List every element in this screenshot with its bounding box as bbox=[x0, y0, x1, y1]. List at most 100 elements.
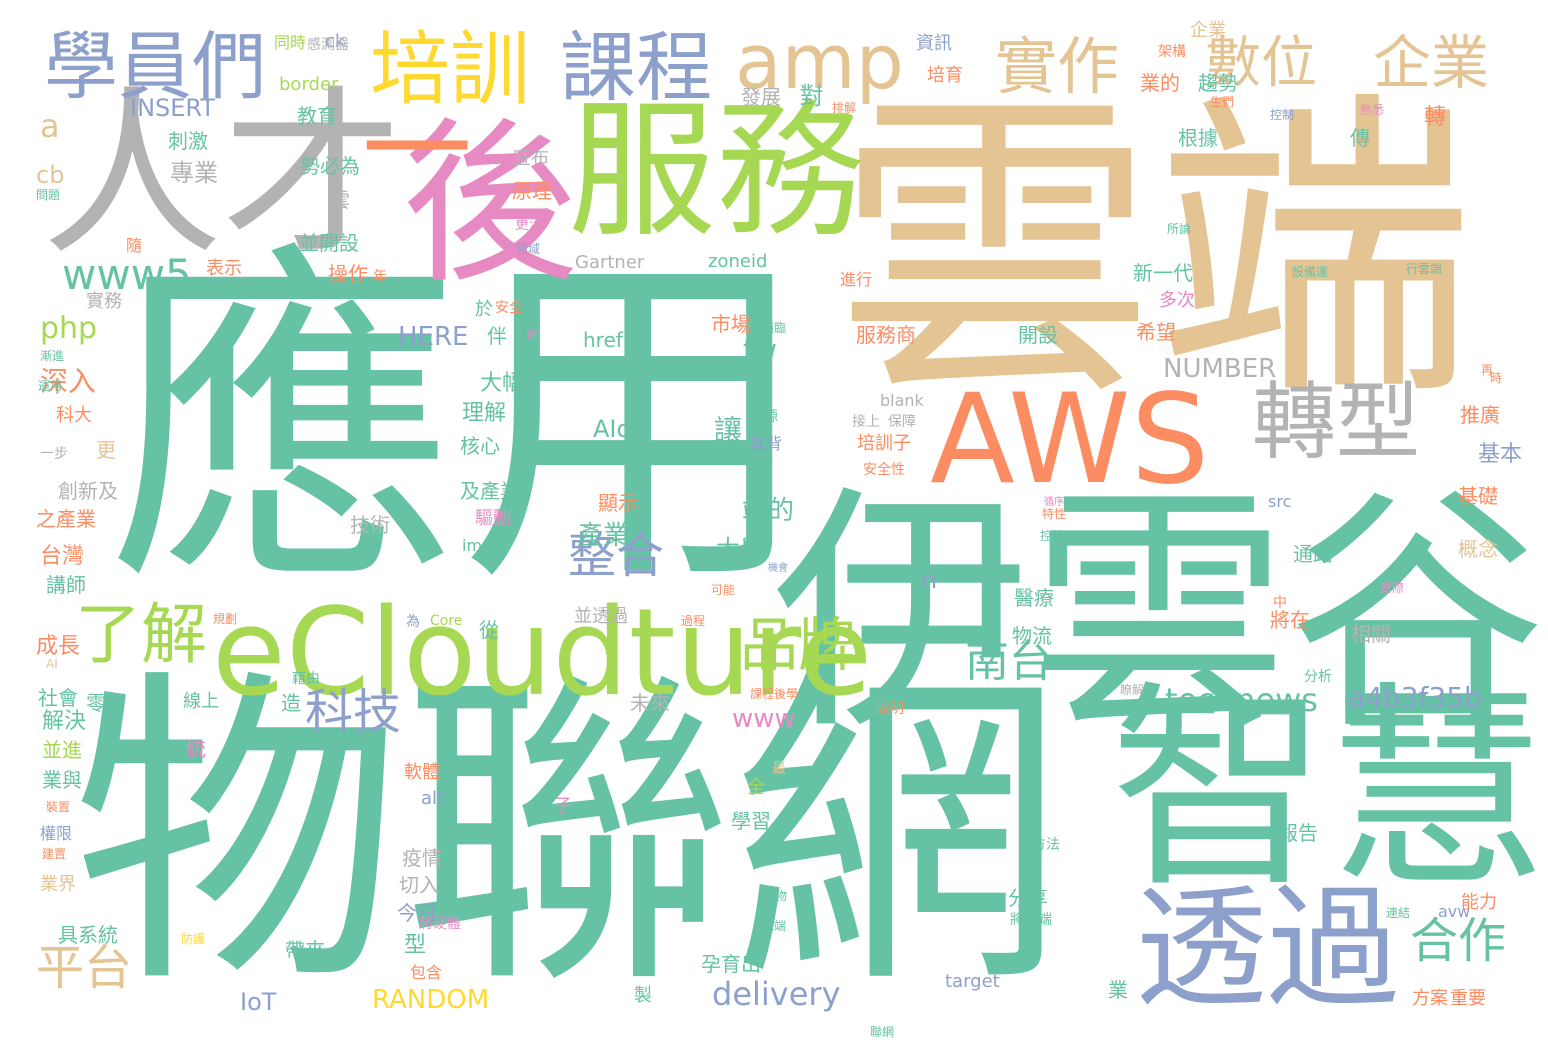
word-rencai: 人才 bbox=[42, 71, 403, 280]
word-shuoming: 說明 bbox=[876, 701, 904, 717]
word-rang: 讓 bbox=[710, 415, 743, 443]
word-keda: 科大 bbox=[56, 405, 92, 426]
word-src: src bbox=[1268, 492, 1292, 511]
word-jieshang: 接上 bbox=[852, 414, 880, 430]
word-shiji: 實際 bbox=[1380, 581, 1405, 595]
word-shehui: 社會 bbox=[38, 686, 78, 710]
word-shibiwei: 勢必為 bbox=[300, 154, 360, 178]
word-shengmen: 生們 bbox=[1210, 95, 1235, 109]
word-amp: amp bbox=[735, 17, 904, 106]
word-gengshen: 更深 bbox=[515, 217, 543, 233]
word-php: php bbox=[40, 311, 98, 346]
word-guihua: 規劃 bbox=[213, 612, 238, 626]
word-jichu: 基礎 bbox=[1458, 484, 1498, 508]
word-zhi: 製 bbox=[634, 985, 652, 1006]
word-yibu: 一步 bbox=[40, 446, 68, 462]
word-yunyuchu: 孕育出 bbox=[701, 952, 761, 976]
word-quanxian: 權限 bbox=[40, 824, 73, 843]
word-duoci: 多次 bbox=[1159, 290, 1195, 311]
word-tong: 統 bbox=[186, 737, 206, 761]
word-shizuo: 實作 bbox=[995, 30, 1120, 103]
word-zui: 最 bbox=[772, 761, 786, 777]
word-fangan: 方案 bbox=[1412, 988, 1448, 1009]
word-jihui: 機會 bbox=[768, 563, 788, 574]
word-juxitong: 具系統 bbox=[58, 923, 118, 947]
word-jianjin: 漸進 bbox=[40, 349, 65, 363]
word-zi: 子 bbox=[554, 796, 572, 817]
word-jinxing: 進行 bbox=[840, 270, 873, 289]
word-delivery: delivery bbox=[712, 975, 841, 1013]
word-fazhan: 發展 bbox=[741, 85, 781, 109]
word-yunduan: 雲端 bbox=[835, 66, 1475, 438]
word-yejie: 業界 bbox=[40, 874, 76, 895]
word-lianjie: 連結 bbox=[1386, 906, 1411, 920]
word-n: n bbox=[922, 566, 938, 594]
word-xuanbu: 宣布 bbox=[513, 148, 549, 169]
word-tongshi: 同時 bbox=[274, 33, 307, 52]
word-fuwu: 服務 bbox=[568, 85, 864, 257]
word-dafu: 大幅 bbox=[480, 371, 525, 396]
word-href: href bbox=[583, 328, 623, 352]
word-kongguan: 控管 bbox=[1040, 529, 1065, 543]
word-jiangyingti: 將硬體 bbox=[419, 916, 461, 932]
word-tonglu: 通路 bbox=[1293, 542, 1333, 566]
word-qibei: 其背 bbox=[750, 434, 783, 453]
word-tougou: 透過 bbox=[1135, 872, 1399, 1026]
word-ganceqi: 感測器 bbox=[307, 37, 349, 53]
word-baohan: 包含 bbox=[410, 963, 443, 982]
word-xing: 型 bbox=[404, 933, 427, 958]
word-quan: 全 bbox=[747, 777, 765, 798]
word-zoneid: zoneid bbox=[708, 251, 768, 272]
word-kechenghouxue: 課程後學 bbox=[750, 687, 799, 701]
word-yuanli: 原理 bbox=[512, 179, 552, 203]
word-keneng: 可能 bbox=[711, 583, 736, 597]
word-wuliu: 物流 bbox=[1012, 624, 1052, 648]
word-jiejue: 解決 bbox=[42, 709, 87, 734]
word-zao: 造 bbox=[281, 691, 301, 715]
word-yi: 一 bbox=[362, 86, 472, 214]
word-chanye: 產業 bbox=[577, 521, 630, 551]
word-hou: 後 bbox=[402, 102, 579, 307]
word-jiangzai: 將在 bbox=[1270, 608, 1310, 632]
word-jinri: 今日 bbox=[397, 901, 437, 925]
word-yeyu: 業與 bbox=[42, 768, 82, 792]
word-texing: 特性 bbox=[1042, 507, 1067, 521]
word-paijie: 排解 bbox=[832, 101, 857, 115]
word-target: target bbox=[945, 971, 1000, 992]
word-zhihui: 智慧 bbox=[1110, 664, 1546, 917]
word-qushi: 趨勢 bbox=[1198, 71, 1238, 95]
word-yingyong: 應用 bbox=[108, 219, 812, 629]
word-yiliao: 醫療 bbox=[1014, 586, 1054, 610]
word-tw: tw bbox=[743, 333, 777, 366]
word-shebeiyun: 設備運 bbox=[1292, 265, 1329, 279]
word-yuanduan: 遠端 bbox=[762, 919, 787, 933]
word-yunyong: 運用 bbox=[38, 379, 63, 393]
word-kaishe: 開設 bbox=[1018, 323, 1058, 347]
word-yun: 雲 bbox=[330, 188, 350, 212]
word-jiwu: 及物 bbox=[763, 889, 788, 903]
word-shenru: 深入 bbox=[40, 365, 97, 398]
word-ai: AI bbox=[46, 657, 58, 671]
word-avw: avw bbox=[1438, 902, 1471, 921]
word-fuwushang: 服務商 bbox=[856, 323, 916, 347]
word-shuwei: 數位 bbox=[1205, 31, 1317, 96]
word-suolun: 所論 bbox=[1167, 222, 1192, 236]
word-wei: 為 bbox=[406, 614, 420, 630]
word-technews: technews bbox=[1165, 681, 1318, 719]
word-chengzhang: 成長 bbox=[36, 634, 81, 659]
word-nengli: 能力 bbox=[1461, 892, 1497, 913]
word-jin: 進 bbox=[526, 328, 539, 342]
word-lianwang: 聯網 bbox=[870, 1025, 895, 1039]
word-lingshou: 零售 bbox=[86, 691, 126, 715]
word-zhuan: 轉 bbox=[1424, 105, 1447, 130]
word-baogao: 報告 bbox=[1278, 821, 1318, 845]
word-bingjin: 並進 bbox=[42, 738, 82, 762]
word-wenti: 問題 bbox=[36, 188, 61, 202]
word-wulianwang: 物聯網 bbox=[72, 643, 1062, 1027]
word-gartner: Gartner bbox=[575, 252, 645, 273]
word-www: www bbox=[732, 704, 796, 734]
word-liaojie-2: 瞭解 bbox=[1120, 683, 1145, 697]
word-core: Core bbox=[430, 613, 463, 629]
word-kecheng: 課程 bbox=[560, 23, 712, 112]
